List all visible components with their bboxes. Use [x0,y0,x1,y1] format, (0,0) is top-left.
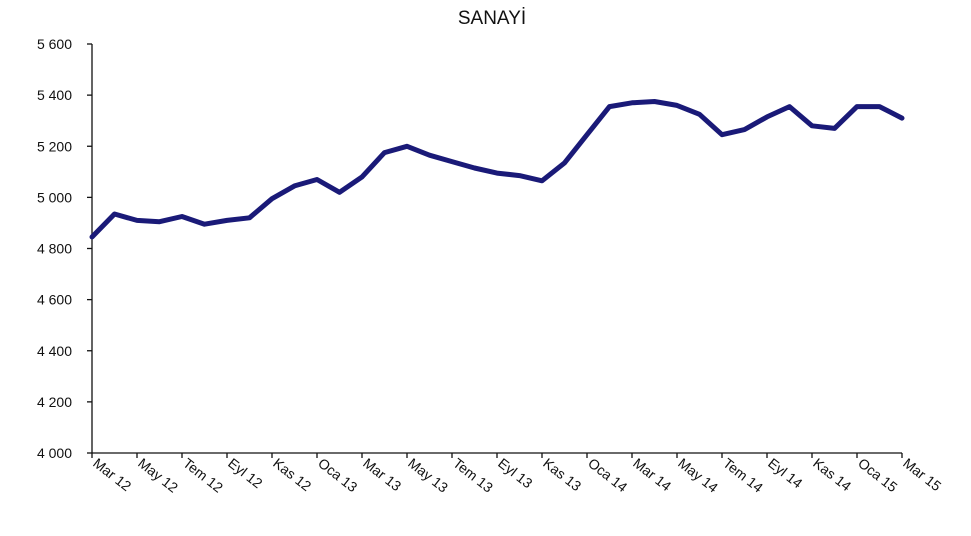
y-tick-label: 5 200 [37,138,72,154]
x-tick-label: Mar 13 [360,455,404,495]
x-tick-label: Kas 14 [810,455,854,495]
y-tick-label: 4 800 [37,241,72,257]
y-tick-label: 4 400 [37,343,72,359]
chart-axes [91,44,902,454]
x-tick-label: Tem 14 [720,455,766,496]
x-tick-label: Tem 13 [450,455,496,496]
series-layer [89,99,905,240]
x-tick-label: May 14 [675,455,721,496]
y-tick-label: 5 400 [37,87,72,103]
x-tick-label: May 12 [135,455,181,496]
y-tick-label: 5 000 [37,189,72,205]
y-tick-label: 4 600 [37,292,72,308]
x-tick-label: Kas 13 [540,455,584,495]
y-tick-label: 4 000 [37,445,72,461]
x-tick-label: Tem 12 [180,455,226,496]
x-tick-label: Mar 15 [900,455,944,495]
x-tick-label: May 13 [405,455,451,496]
chart-title: SANAYİ [458,8,526,29]
x-tick-label: Eyl 14 [765,455,806,492]
x-tick-label: Oca 15 [855,455,901,496]
y-tick-label: 5 600 [37,36,72,52]
series-line-1 [89,99,905,240]
x-tick-label: Oca 13 [315,455,361,496]
y-axis-ticks: 4 000 4 200 4 400 4 600 4 800 5 000 5 200 5 400… [37,36,92,461]
x-tick-label: Mar 12 [90,455,134,495]
x-tick-label: Eyl 12 [225,455,266,492]
x-tick-label: Mar 14 [630,455,674,495]
x-tick-label: Eyl 13 [495,455,536,492]
x-tick-label: Kas 12 [270,455,314,495]
x-tick-label: Oca 14 [585,455,631,496]
y-tick-label: 4 200 [37,394,72,410]
